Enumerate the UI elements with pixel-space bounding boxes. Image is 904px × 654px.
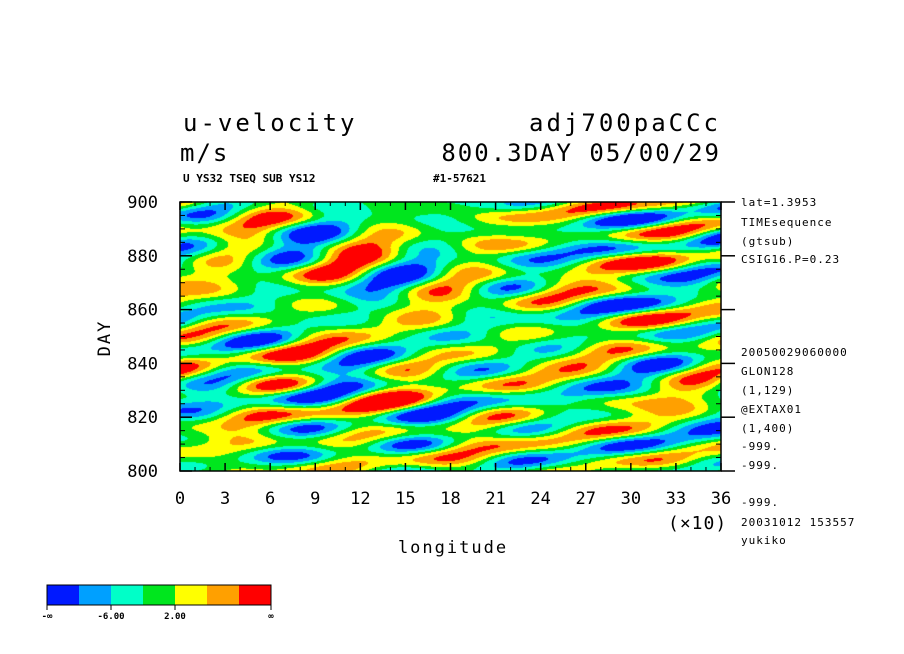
x-tick-label: 30 <box>621 489 641 509</box>
colorbar-frame <box>46 584 272 606</box>
variable-caption: U YS32 TSEQ SUB YS12 <box>183 172 316 185</box>
colorbar-swatch <box>47 585 79 605</box>
colorbar-label: -6.00 <box>97 612 124 622</box>
colorbar-label: ∞ <box>268 612 274 622</box>
y-tick-label: 860 <box>127 301 158 321</box>
y-axis-label: DAY <box>95 320 115 357</box>
x-multiplier-label: (×10) <box>668 513 727 534</box>
colorbar-swatch <box>207 585 239 605</box>
y-tick-label: 820 <box>127 408 158 428</box>
info-glon: GLON128 <box>741 365 795 378</box>
x-tick-label: 3 <box>220 489 230 509</box>
time-label: 800.3DAY 05/00/29 <box>441 139 721 167</box>
info-range1: (1,129) <box>741 384 795 397</box>
info-timesequence: TIMEsequence <box>741 216 833 229</box>
run-id-caption: #1-57621 <box>433 172 486 185</box>
colorbar-swatch <box>79 585 111 605</box>
info-lat: lat=1.3953 <box>741 196 818 209</box>
info-missing3: -999. <box>741 496 780 509</box>
info-missing2: -999. <box>741 459 780 472</box>
colorbar-label: 2.00 <box>164 612 186 622</box>
x-tick-label: 21 <box>485 489 505 509</box>
colorbar-label: -∞ <box>42 612 53 622</box>
colorbar-swatch <box>175 585 207 605</box>
x-tick-label: 18 <box>440 489 460 509</box>
x-tick-label: 36 <box>711 489 731 509</box>
y-tick-label: 840 <box>127 354 158 374</box>
y-tick-label: 800 <box>127 462 158 482</box>
x-tick-label: 0 <box>175 489 185 509</box>
chart-title: u-velocity <box>183 109 358 137</box>
colorbar-swatch <box>143 585 175 605</box>
info-timestamp: 20031012 153557 <box>741 516 856 529</box>
y-tick-label: 880 <box>127 247 158 267</box>
x-tick-label: 15 <box>395 489 415 509</box>
colorbar: -∞ -6.00 2.00 ∞ <box>42 584 274 622</box>
info-extax: @EXTAX01 <box>741 403 802 416</box>
x-tick-label: 33 <box>666 489 686 509</box>
units-label: m/s <box>180 139 230 167</box>
y-tick-label: 900 <box>127 193 158 213</box>
x-tick-label: 24 <box>530 489 550 509</box>
colorbar-swatch <box>239 585 271 605</box>
info-user: yukiko <box>741 534 787 547</box>
info-csig: CSIG16.P=0.23 <box>741 253 841 266</box>
y-axis: 800 820 840 860 880 900 <box>127 193 735 482</box>
colorbar-swatch <box>111 585 143 605</box>
info-range2: (1,400) <box>741 422 795 435</box>
x-tick-label: 6 <box>265 489 275 509</box>
x-tick-label: 9 <box>310 489 320 509</box>
info-missing1: -999. <box>741 440 780 453</box>
info-gtsub: (gtsub) <box>741 235 795 248</box>
x-tick-label: 12 <box>350 489 370 509</box>
x-tick-label: 27 <box>576 489 596 509</box>
x-axis-label: longitude <box>398 538 508 558</box>
heatmap-image <box>180 202 721 471</box>
heatmap-field <box>180 202 721 471</box>
experiment-name: adj700paCCc <box>529 109 721 137</box>
x-axis: 0 3 6 9 12 15 18 21 24 27 30 33 36 <box>175 202 731 509</box>
info-date: 20050029060000 <box>741 346 848 359</box>
